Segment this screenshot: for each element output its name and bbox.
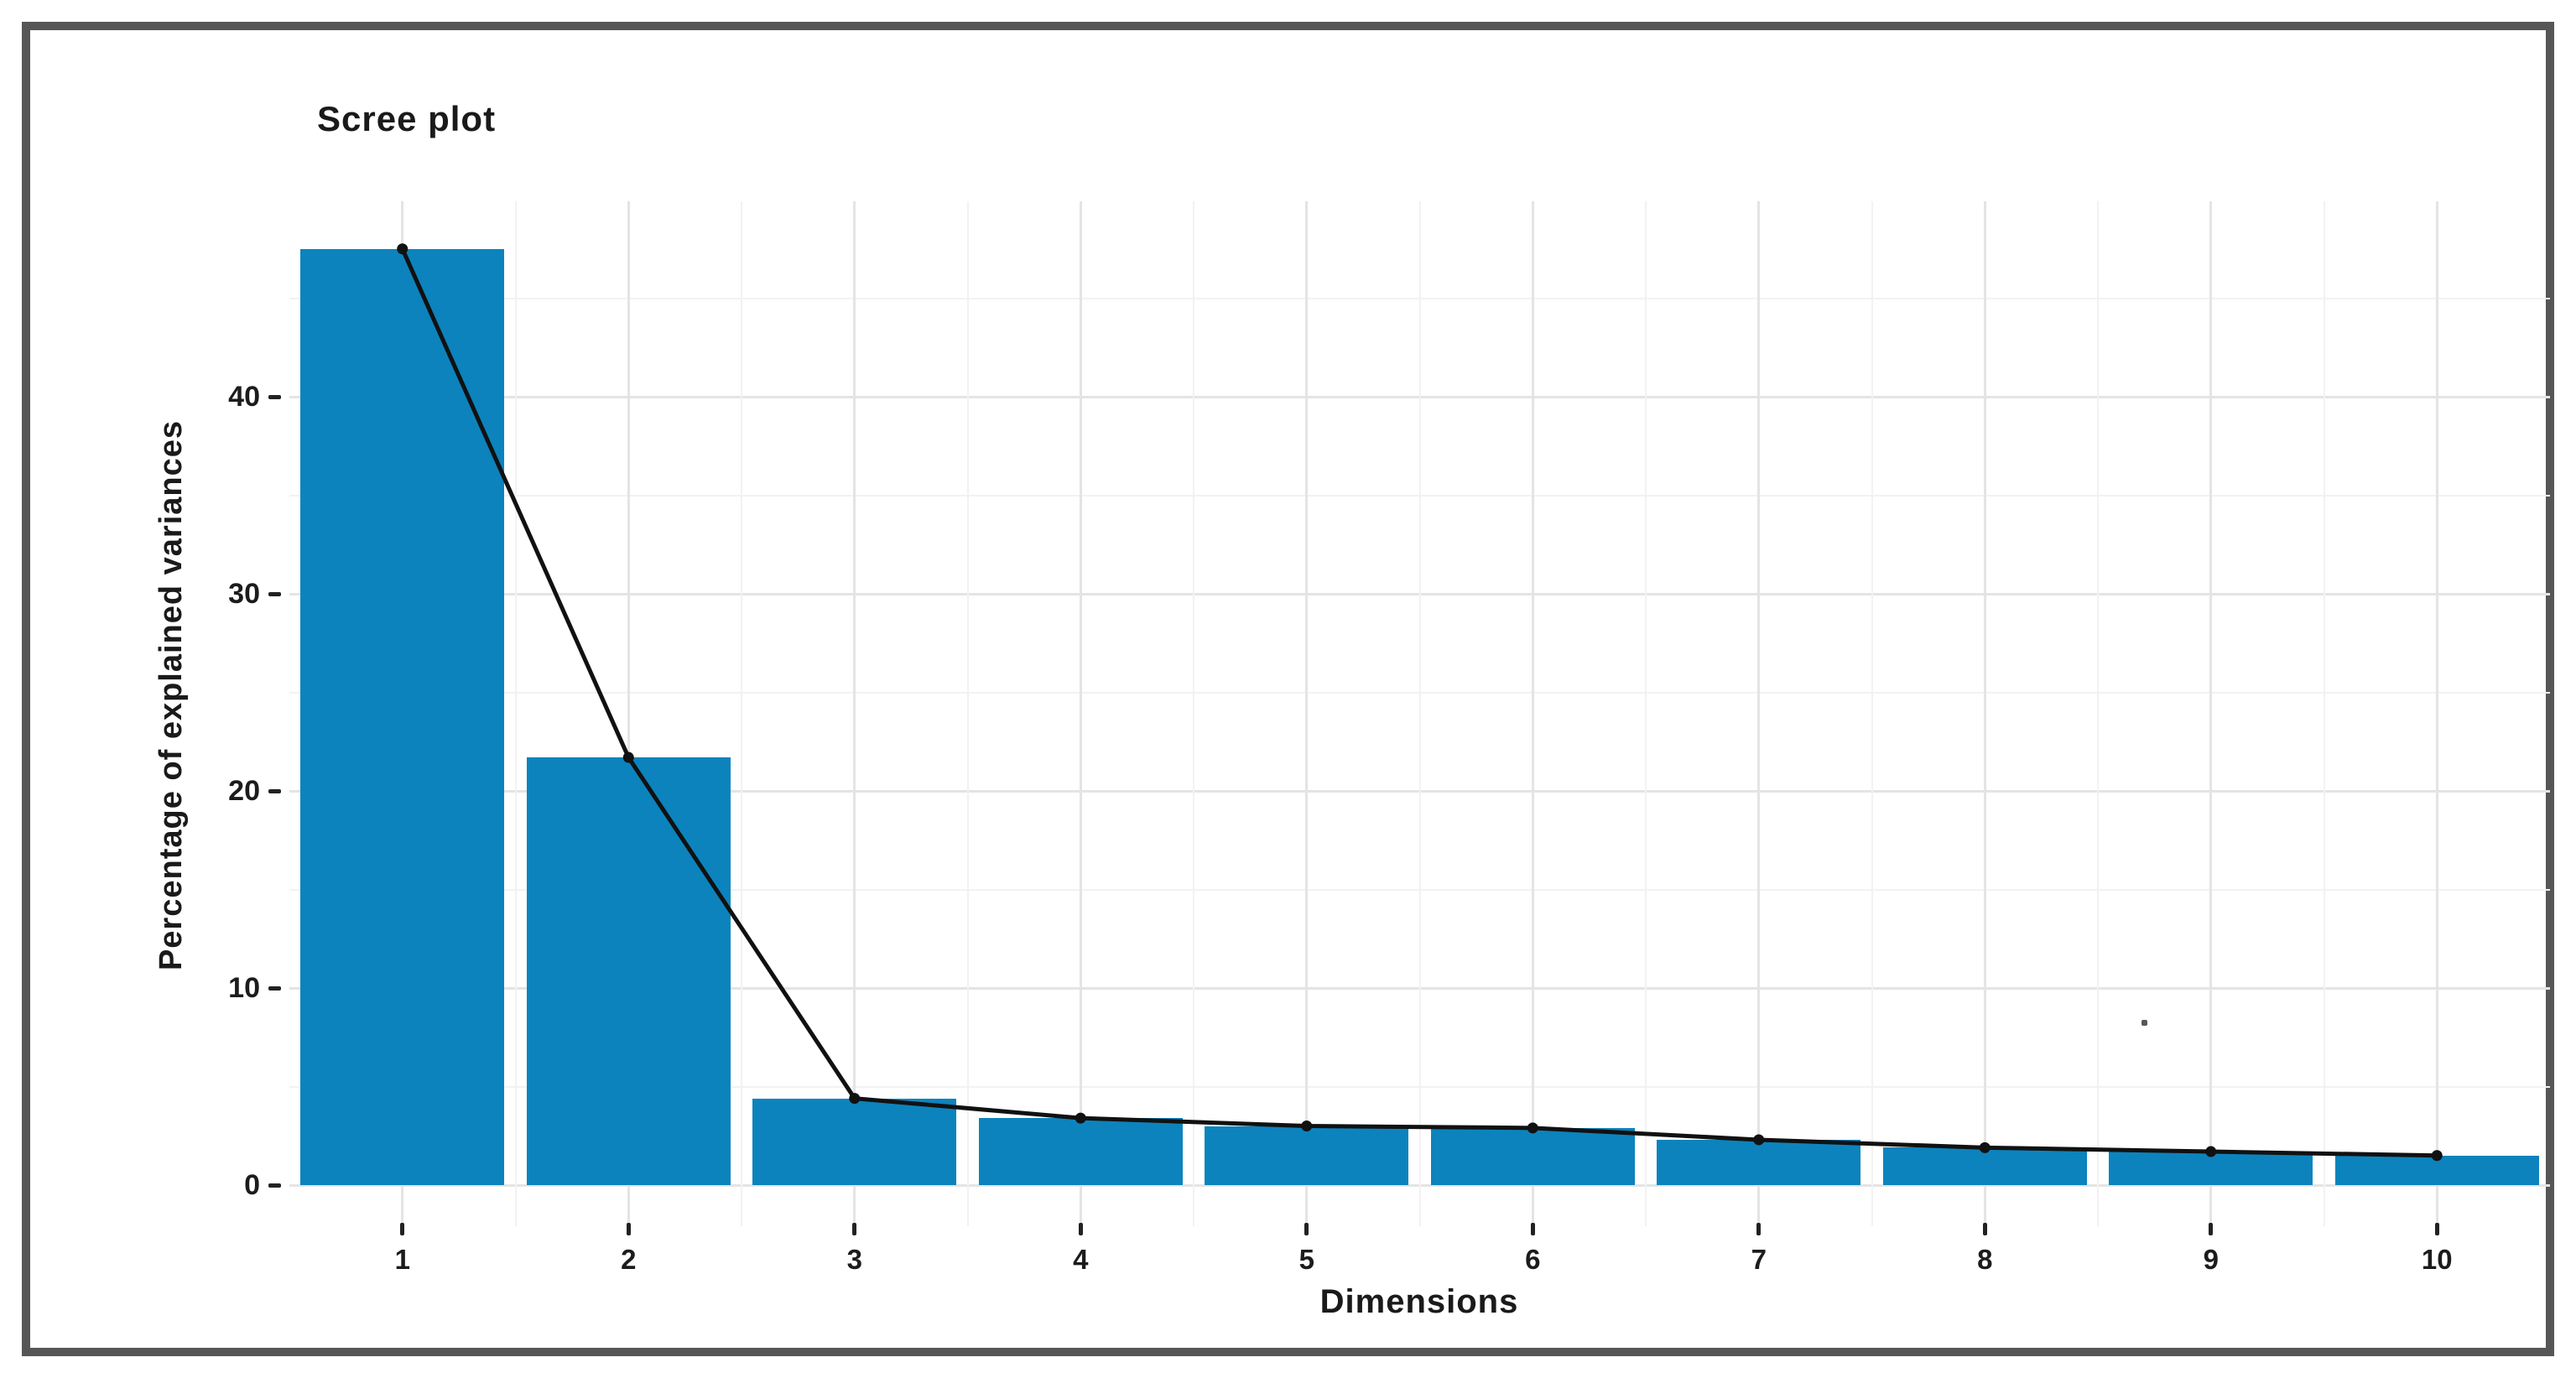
x-axis-title: Dimensions bbox=[1319, 1283, 1519, 1320]
gridline-v-major-2 bbox=[627, 201, 630, 1226]
x-tick-label-2: 2 bbox=[621, 1244, 637, 1275]
gridline-v-major-8 bbox=[1983, 201, 1986, 1226]
bar-dim-8 bbox=[1882, 1147, 2087, 1185]
chart-title: Scree plot bbox=[317, 99, 497, 138]
x-tick-label-3: 3 bbox=[846, 1244, 862, 1275]
gridline-v-minor-7 bbox=[1871, 201, 1873, 1226]
figure-border bbox=[22, 22, 2554, 1356]
gridline-v-major-3 bbox=[853, 201, 856, 1226]
gridline-v-minor-8 bbox=[2097, 201, 2099, 1226]
x-tick-label-8: 8 bbox=[1977, 1244, 1993, 1275]
x-tick-mark-8 bbox=[1982, 1223, 1987, 1235]
gridline-v-major-9 bbox=[2209, 201, 2213, 1226]
gridline-v-minor-9 bbox=[2323, 201, 2325, 1226]
data-point-dim-2 bbox=[622, 751, 634, 763]
x-tick-mark-2 bbox=[626, 1223, 631, 1235]
data-point-dim-6 bbox=[1527, 1122, 1538, 1134]
y-tick-label-40: 40 bbox=[228, 381, 260, 413]
stray-dot-artifact bbox=[2141, 1020, 2147, 1026]
bar-dim-5 bbox=[1205, 1126, 1409, 1185]
data-point-dim-1 bbox=[397, 243, 409, 255]
y-tick-mark-40 bbox=[268, 394, 281, 399]
data-point-dim-7 bbox=[1753, 1134, 1765, 1146]
x-tick-label-10: 10 bbox=[2421, 1244, 2453, 1275]
x-tick-mark-5 bbox=[1304, 1223, 1309, 1235]
gridline-v-minor-6 bbox=[1645, 201, 1647, 1226]
data-point-dim-3 bbox=[849, 1093, 861, 1105]
gridline-v-major-7 bbox=[1757, 201, 1761, 1226]
x-tick-label-5: 5 bbox=[1298, 1244, 1314, 1275]
data-point-dim-8 bbox=[1979, 1141, 1991, 1153]
x-tick-mark-7 bbox=[1756, 1223, 1762, 1235]
x-tick-label-9: 9 bbox=[2203, 1244, 2219, 1275]
y-tick-mark-0 bbox=[268, 1183, 281, 1188]
gridline-v-minor-4 bbox=[1193, 201, 1194, 1226]
y-tick-mark-10 bbox=[268, 985, 281, 991]
gridline-v-major-6 bbox=[1531, 201, 1534, 1226]
x-tick-mark-4 bbox=[1078, 1223, 1083, 1235]
x-tick-mark-1 bbox=[400, 1223, 405, 1235]
y-tick-mark-30 bbox=[268, 591, 281, 596]
x-tick-mark-3 bbox=[852, 1223, 857, 1235]
data-point-dim-5 bbox=[1301, 1121, 1313, 1131]
scree-line bbox=[400, 247, 2438, 1158]
bar-dim-2 bbox=[526, 757, 731, 1185]
gridline-v-minor-3 bbox=[966, 201, 969, 1226]
x-tick-mark-9 bbox=[2209, 1223, 2214, 1235]
x-tick-label-6: 6 bbox=[1525, 1244, 1541, 1275]
x-tick-label-1: 1 bbox=[394, 1244, 410, 1275]
y-tick-label-0: 0 bbox=[244, 1169, 260, 1201]
bar-dim-6 bbox=[1430, 1127, 1635, 1185]
data-point-dim-4 bbox=[1075, 1112, 1086, 1124]
gridline-v-minor-2 bbox=[741, 201, 742, 1226]
x-tick-label-7: 7 bbox=[1751, 1244, 1767, 1275]
y-tick-mark-20 bbox=[268, 788, 281, 793]
y-tick-label-10: 10 bbox=[228, 972, 260, 1004]
gridline-v-minor-1 bbox=[514, 201, 517, 1226]
data-point-dim-10 bbox=[2431, 1150, 2443, 1162]
y-tick-label-20: 20 bbox=[228, 775, 260, 807]
gridline-v-major-4 bbox=[1079, 201, 1082, 1226]
gridline-v-minor-5 bbox=[1418, 201, 1421, 1226]
bar-dim-3 bbox=[752, 1098, 957, 1185]
x-tick-mark-10 bbox=[2434, 1223, 2439, 1235]
gridline-v-major-5 bbox=[1305, 201, 1309, 1226]
bar-dim-7 bbox=[1657, 1139, 1861, 1185]
data-point-dim-9 bbox=[2205, 1146, 2217, 1157]
bar-dim-4 bbox=[978, 1118, 1183, 1185]
x-tick-mark-6 bbox=[1530, 1223, 1535, 1235]
x-tick-label-4: 4 bbox=[1073, 1244, 1089, 1275]
bar-dim-9 bbox=[2109, 1152, 2313, 1185]
y-tick-label-30: 30 bbox=[228, 578, 260, 610]
gridline-v-major-10 bbox=[2435, 201, 2438, 1226]
